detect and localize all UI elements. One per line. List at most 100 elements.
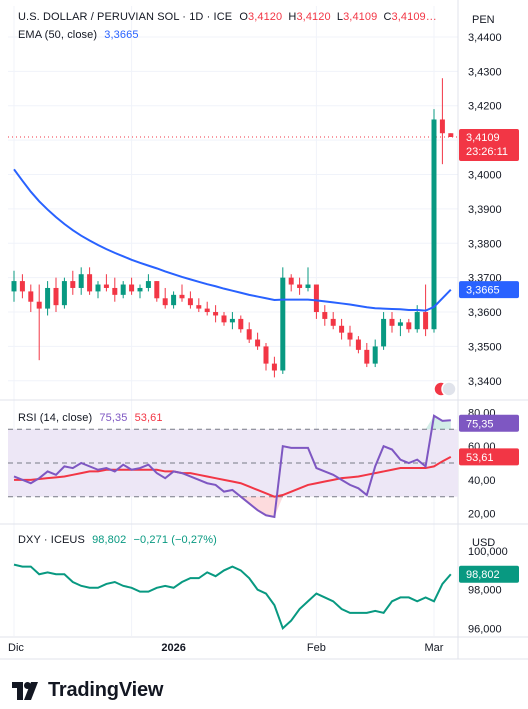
dxy-label: DXY · ICEUS xyxy=(18,534,85,546)
dxy-currency-label: USD xyxy=(472,537,495,549)
rsi-ma-tag-bg xyxy=(459,448,519,466)
price-tick-label: 3,4400 xyxy=(468,32,502,44)
ema-tag-bg xyxy=(459,281,519,299)
candle-body xyxy=(347,332,353,340)
candle-body xyxy=(339,325,345,333)
candle-body xyxy=(221,315,227,323)
dxy-tick-label: 98,000 xyxy=(468,585,502,597)
candle-body xyxy=(355,339,361,350)
candle-body xyxy=(154,281,160,299)
candle-body xyxy=(179,294,185,299)
rsi-tick-label: 20,00 xyxy=(468,509,496,521)
candle-body xyxy=(297,284,303,288)
rsi-value: 75,35 xyxy=(99,412,128,424)
candle-body xyxy=(204,308,210,313)
dxy-tag-bg xyxy=(459,565,519,583)
candle-body xyxy=(330,318,336,326)
tradingview-wordmark: TradingView xyxy=(48,679,164,701)
candle-body xyxy=(95,284,101,292)
open-value: 3,4120 xyxy=(248,11,283,23)
time-axis-label: Mar xyxy=(425,642,444,654)
candle-body xyxy=(364,349,370,364)
dxy-tick-label: 100,000 xyxy=(468,546,508,558)
candle-body xyxy=(406,322,412,330)
candle-body xyxy=(11,281,17,292)
candle-body xyxy=(238,318,244,330)
dxy-line xyxy=(13,563,452,631)
candle-body xyxy=(162,298,168,306)
open-label: O xyxy=(239,11,248,23)
price-tick-label: 3,3500 xyxy=(468,341,502,353)
candle-body xyxy=(229,318,235,323)
rsi-oversold-fill xyxy=(240,496,283,517)
candle-body xyxy=(112,287,118,295)
close-label: C xyxy=(383,11,392,23)
candle-body xyxy=(288,277,294,285)
candle-body xyxy=(36,301,42,309)
currency-label: PEN xyxy=(472,14,495,26)
candle-body xyxy=(246,329,252,340)
candle-body xyxy=(255,339,261,347)
ema-tag: 3,3665 xyxy=(466,285,500,297)
candles-group xyxy=(11,78,454,378)
candle-body xyxy=(45,287,51,309)
candle-body xyxy=(120,284,126,295)
candle-body xyxy=(171,294,177,306)
candle-body xyxy=(372,346,378,364)
candle-body xyxy=(19,281,25,292)
rsi-line xyxy=(13,414,451,519)
ema-line xyxy=(13,168,452,312)
tradingview-icon xyxy=(12,681,38,700)
rsi-tag: 75,35 xyxy=(466,418,494,430)
candle-body xyxy=(448,133,454,138)
dxy-value: 98,802 xyxy=(92,534,127,546)
rsi-legend[interactable]: RSI (14, close) 75,35 53,61 xyxy=(18,412,163,424)
time-axis-label: 2026 xyxy=(161,642,185,654)
candle-body xyxy=(137,287,143,292)
time-axis-label: Dic xyxy=(8,642,24,654)
price-tick-label: 3,4000 xyxy=(468,169,502,181)
tradingview-logo[interactable]: TradingView xyxy=(12,679,163,702)
ema-label: EMA (50, close) xyxy=(18,29,98,41)
rsi-tick-label: 40,00 xyxy=(468,475,496,487)
candle-body xyxy=(213,312,219,316)
price-tick-label: 3,4300 xyxy=(468,66,502,78)
candle-body xyxy=(53,287,59,306)
candle-body xyxy=(280,277,286,371)
countdown-tag: 23:26:11 xyxy=(466,146,508,158)
high-label: H xyxy=(288,11,297,23)
candle-body xyxy=(103,284,109,288)
candle-body xyxy=(414,312,420,330)
candle-body xyxy=(271,363,277,371)
dxy-tick-label: 96,000 xyxy=(468,623,502,635)
price-tick-label: 3,4200 xyxy=(468,101,502,113)
ema-value: 3,3665 xyxy=(104,29,139,41)
dxy-change: −0,271 (−0,27%) xyxy=(133,534,217,546)
candle-body xyxy=(397,322,403,326)
candle-body xyxy=(389,318,395,326)
candle-body xyxy=(439,119,445,134)
price-tick-label: 3,3900 xyxy=(468,204,502,216)
dxy-legend[interactable]: DXY · ICEUS 98,802 −0,271 (−0,27%) xyxy=(18,534,217,546)
time-axis-label: Feb xyxy=(307,642,326,654)
candle-body xyxy=(423,312,429,330)
ema-legend[interactable]: EMA (50, close) 3,3665 xyxy=(18,29,139,41)
event-flag-icon xyxy=(433,381,457,397)
currency-box xyxy=(459,6,528,30)
candle-body xyxy=(87,274,93,292)
symbol-title[interactable]: U.S. DOLLAR / PERUVIAN SOL · 1D · ICE xyxy=(18,11,233,23)
candle-body xyxy=(145,281,151,288)
candle-body xyxy=(28,291,34,302)
close-value: 3,4109… xyxy=(391,11,437,23)
candle-body xyxy=(431,119,437,330)
candle-body xyxy=(263,346,269,364)
last-price-tag: 3,4109 xyxy=(466,132,500,144)
price-tick-label: 3,3400 xyxy=(468,376,502,388)
high-value: 3,4120 xyxy=(296,11,331,23)
rsi-ma-tag: 53,61 xyxy=(466,452,494,464)
candle-body xyxy=(322,312,328,319)
candle-body xyxy=(196,305,202,309)
low-value: 3,4109 xyxy=(343,11,378,23)
candle-body xyxy=(305,284,311,288)
